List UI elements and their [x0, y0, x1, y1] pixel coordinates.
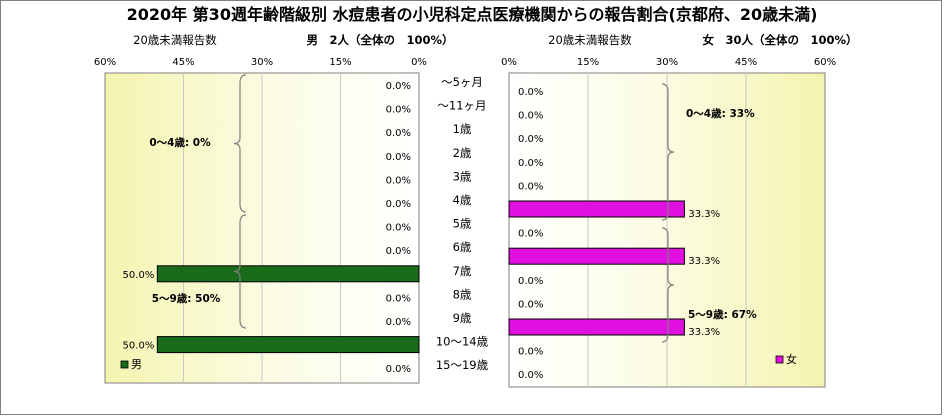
category-label: 3歳 — [453, 169, 472, 183]
category-label: 6歳 — [453, 240, 472, 254]
female-tick-label: 15% — [577, 57, 599, 68]
male-legend-label: 男 — [131, 358, 142, 371]
female-bar — [508, 247, 685, 265]
male-tick-label: 30% — [251, 57, 273, 68]
female-group-label: 5～9歳: 67% — [688, 308, 757, 321]
category-label: ～5ヶ月 — [441, 75, 483, 89]
category-label: 4歳 — [453, 193, 472, 207]
female-tick-label: 60% — [814, 57, 836, 68]
male-brace-5-9 — [233, 214, 247, 329]
female-value-label: 0.0% — [518, 299, 543, 310]
female-value-label: 0.0% — [518, 134, 543, 145]
male-value-label: 0.0% — [386, 128, 411, 139]
category-label: 9歳 — [453, 311, 472, 325]
female-bar — [508, 200, 685, 218]
female-value-label: 0.0% — [518, 87, 543, 98]
male-value-label: 50.0% — [123, 341, 155, 352]
male-tick-label: 0% — [411, 57, 427, 68]
female-value-label: 33.3% — [688, 209, 720, 220]
female-tick-label: 45% — [735, 57, 757, 68]
category-label: ～11ヶ月 — [437, 99, 486, 113]
male-bar — [156, 265, 420, 283]
male-value-label: 0.0% — [386, 199, 411, 210]
male-value-label: 0.0% — [386, 317, 411, 328]
male-value-label: 0.0% — [386, 81, 411, 92]
category-label: 15～19歳 — [436, 358, 489, 372]
male-brace-0-4 — [233, 74, 247, 213]
female-bar — [508, 318, 685, 336]
category-label: 10～14歳 — [436, 335, 489, 349]
male-axis-caption: 20歳未満報告数 — [133, 33, 217, 47]
male-value-label: 0.0% — [386, 364, 411, 375]
male-group-label: 0～4歳: 0% — [149, 136, 211, 149]
male-value-label: 0.0% — [386, 246, 411, 257]
chart-title: 2020年 第30週年齢階級別 水痘患者の小児科定点医療機関からの報告割合(京都… — [127, 5, 818, 24]
female-value-label: 0.0% — [518, 229, 543, 240]
category-label: 8歳 — [453, 287, 472, 301]
female-value-label: 0.0% — [518, 347, 543, 358]
female-group-label: 0～4歳: 33% — [686, 107, 755, 120]
female-legend-swatch — [775, 355, 784, 364]
category-label: 2歳 — [453, 146, 472, 160]
male-value-label: 0.0% — [386, 105, 411, 116]
male-tick-label: 15% — [329, 57, 351, 68]
male-tick-label: 45% — [172, 57, 194, 68]
male-bar — [156, 336, 420, 354]
female-value-label: 33.3% — [688, 327, 720, 338]
category-label: 1歳 — [453, 122, 472, 136]
category-label: 5歳 — [453, 217, 472, 231]
male-group-label: 5～9歳: 50% — [152, 292, 221, 305]
female-header: 女 30人（全体の 100%） — [702, 33, 857, 47]
female-value-label: 0.0% — [518, 158, 543, 169]
female-tick-label: 0% — [501, 57, 517, 68]
female-brace-0-4 — [661, 83, 675, 221]
female-value-label: 0.0% — [518, 111, 543, 122]
female-value-label: 33.3% — [688, 256, 720, 267]
female-tick-label: 30% — [656, 57, 678, 68]
male-header: 男 2人（全体の 100%） — [306, 33, 453, 47]
female-panel: 0% 15% 30% 45% 60% 0.0% 0.0% 0.0% 0.0% 0.0% 33.3% 0… — [501, 57, 836, 388]
female-value-label: 0.0% — [518, 181, 543, 192]
male-value-label: 0.0% — [386, 152, 411, 163]
female-brace-5-9 — [661, 227, 675, 343]
male-value-label: 50.0% — [123, 270, 155, 281]
female-legend-label: 女 — [786, 352, 797, 366]
male-legend-swatch — [120, 360, 129, 369]
female-axis-caption: 20歳未満報告数 — [548, 33, 632, 47]
male-value-label: 0.0% — [386, 223, 411, 234]
female-value-label: 0.0% — [518, 276, 543, 287]
category-labels: ～5ヶ月 ～11ヶ月 1歳 2歳 3歳 4歳 5歳 6歳 7歳 8歳 9歳 10～14歳 15～19歳 — [436, 75, 489, 372]
male-value-label: 0.0% — [386, 175, 411, 186]
female-value-label: 0.0% — [518, 370, 543, 381]
category-label: 7歳 — [453, 264, 472, 278]
male-tick-label: 60% — [94, 57, 116, 68]
male-panel: 60% 45% 30% 15% 0% 0.0% 0.0% 0.0% 0.0% 0.0% 0.0% 0.… — [94, 57, 427, 384]
male-value-label: 0.0% — [386, 293, 411, 304]
